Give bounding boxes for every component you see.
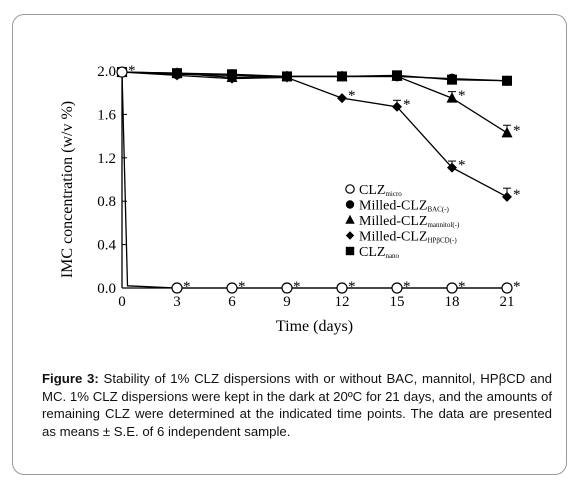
legend-entry-name: Milled-CLZ (359, 199, 427, 214)
significance-star: * (513, 187, 521, 203)
marker-circle-open (171, 282, 183, 294)
legend-entry-name: CLZ (359, 245, 385, 260)
significance-star: * (513, 123, 521, 139)
y-tick-label: 1.2 (97, 151, 116, 167)
marker-diamond (447, 162, 457, 173)
marker-circle-open (501, 282, 513, 294)
x-tick-label: 21 (500, 294, 515, 310)
significance-star: * (403, 97, 411, 113)
x-axis-label: Time (days) (276, 318, 353, 335)
caption-label: Figure 3: (42, 371, 99, 386)
marker-circle-open (281, 282, 293, 294)
marker-circle-filled (447, 73, 457, 84)
marker-circle-filled (345, 200, 355, 209)
significance-star: * (183, 279, 191, 295)
marker-triangle (336, 70, 348, 81)
marker-diamond (345, 231, 355, 240)
marker-circle-open (336, 282, 348, 294)
significance-stars: * * * * * * * * * * * * * * (128, 63, 521, 295)
x-tick-label: 9 (283, 294, 291, 310)
y-tick-label: 1.6 (97, 107, 116, 123)
y-tick-label: 2.0 (97, 64, 116, 80)
significance-star: * (238, 279, 246, 295)
legend-entry-subscript: HPβCD(-) (427, 237, 457, 245)
marker-square (345, 246, 355, 256)
legend-entry-name: CLZ (359, 183, 385, 198)
marker-circle-open (226, 282, 238, 294)
marker-circle-filled (502, 75, 512, 86)
marker-circle-open (345, 184, 355, 194)
x-tick-label: 12 (335, 294, 350, 310)
marker-circle-open (116, 66, 128, 78)
marker-diamond (172, 70, 182, 81)
legend-entry: Milled-CLZmannitol(-) (359, 214, 460, 229)
marker-diamond (392, 101, 402, 112)
legend: CLZmicroMilled-CLZBAC(-)Milled-CLZmannit… (345, 183, 460, 260)
legend-entry-subscript: micro (385, 190, 402, 198)
x-tick-label: 15 (390, 294, 405, 310)
y-tick-label: 0.4 (97, 238, 116, 254)
y-tick-label: 0.0 (97, 281, 116, 297)
series-lines (121, 71, 508, 289)
significance-star: * (403, 279, 411, 295)
error-bars (393, 91, 511, 197)
marker-circle-open (446, 282, 458, 294)
series-line (121, 71, 508, 82)
legend-entry-subscript: nano (385, 252, 399, 260)
series-line (121, 71, 508, 198)
legend-entry: Milled-CLZBAC(-) (359, 199, 449, 214)
marker-diamond (337, 93, 347, 104)
significance-star: * (293, 279, 301, 295)
significance-star: * (348, 279, 356, 295)
significance-star: * (128, 63, 136, 79)
chart-axes: 0 3 6 9 12 15 18 21 0.0 0.4 0.8 1.2 1.6 2.0 Time (days… (59, 64, 515, 335)
figure-frame (12, 14, 567, 475)
significance-star: * (513, 279, 521, 295)
figure-caption: Figure 3: Stability of 1% CLZ dispersion… (42, 370, 552, 440)
x-tick-label: 18 (445, 294, 460, 310)
legend-entry: Milled-CLZHPβCD(-) (359, 230, 457, 245)
legend-entry-subscript: BAC(-) (427, 206, 449, 214)
marker-diamond (502, 191, 512, 202)
significance-star: * (458, 279, 466, 295)
marker-triangle (345, 214, 355, 224)
marker-diamond (227, 73, 237, 84)
significance-star: * (348, 88, 356, 104)
data-markers (116, 66, 513, 294)
series-line (121, 72, 507, 289)
x-tick-label: 6 (228, 294, 236, 310)
legend-entry-name: Milled-CLZ (359, 230, 427, 245)
marker-circle-open (391, 282, 403, 294)
legend-entry: CLZnano (359, 245, 400, 260)
legend-entry-name: Milled-CLZ (359, 214, 427, 229)
marker-triangle (391, 70, 403, 81)
marker-triangle (501, 126, 513, 138)
x-tick-label: 3 (173, 294, 181, 310)
marker-diamond (282, 72, 292, 83)
legend-entry: CLZmicro (359, 183, 402, 198)
x-tick-label: 0 (118, 294, 126, 310)
caption-text: Stability of 1% CLZ dispersions with or … (42, 371, 553, 439)
y-axis-label: IMC concentration (w/v %) (59, 101, 76, 278)
legend-entry-subscript: mannitol(-) (427, 221, 460, 229)
marker-triangle (446, 92, 458, 103)
significance-star: * (458, 158, 466, 174)
significance-star: * (458, 88, 466, 104)
y-tick-label: 0.8 (97, 194, 116, 210)
